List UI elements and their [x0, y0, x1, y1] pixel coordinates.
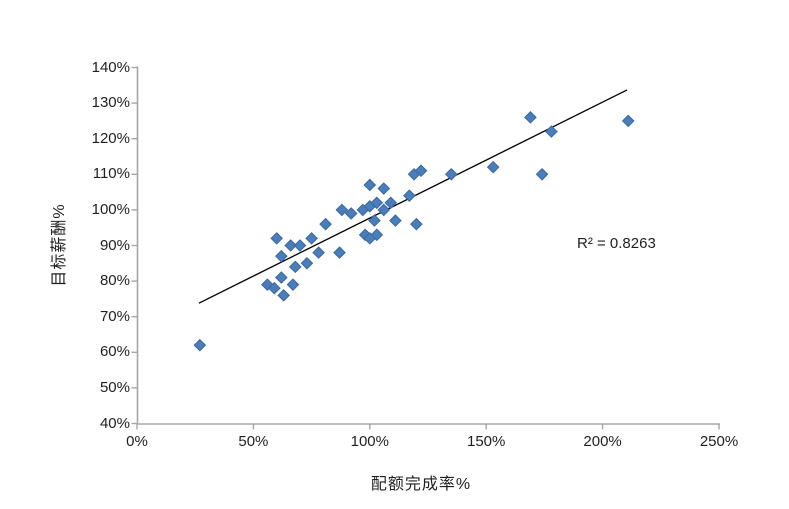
x-tick-label: 50% — [238, 433, 269, 450]
x-tick-label: 200% — [583, 433, 622, 450]
data-point-diamond — [335, 203, 349, 217]
data-point-diamond — [277, 289, 290, 302]
data-point-diamond — [286, 278, 300, 291]
data-point-diamond — [270, 232, 283, 245]
data-point-diamond — [275, 271, 288, 284]
data-point-diamond — [275, 249, 288, 263]
data-point-diamond — [268, 281, 281, 295]
y-tick-label: 130% — [91, 94, 130, 112]
x-tick-label: 250% — [699, 433, 739, 450]
data-point-diamond — [319, 217, 332, 231]
data-point-diamond — [370, 228, 384, 242]
x-tick-label: 100% — [350, 433, 389, 450]
x-tick-label: 0% — [126, 433, 148, 450]
data-point-diamond — [621, 114, 635, 128]
y-tick-label: 40% — [99, 414, 130, 432]
data-point-diamond — [293, 239, 307, 252]
r-squared-annotation: R² = 0.8263 — [577, 235, 656, 252]
data-point-diamond — [444, 167, 458, 181]
data-point-diamond — [410, 217, 423, 231]
y-tick-label: 110% — [92, 165, 130, 183]
data-point-diamond — [288, 260, 302, 274]
y-tick-label: 80% — [99, 272, 130, 290]
y-tick-label: 140% — [91, 58, 130, 76]
data-point-diamond — [414, 164, 428, 178]
y-axis-title: 目标薪酬% — [51, 203, 68, 287]
y-tick-label: 90% — [99, 236, 130, 254]
data-point-diamond — [312, 246, 325, 259]
data-point-diamond — [305, 232, 318, 245]
data-point-diamond — [545, 125, 558, 138]
data-point-diamond — [284, 239, 297, 252]
y-tick-label: 120% — [91, 129, 130, 147]
x-tick-label: 150% — [467, 433, 506, 450]
y-tick-label: 50% — [99, 378, 130, 396]
data-point-diamond — [389, 214, 402, 227]
data-point-diamond — [403, 189, 416, 202]
data-point-diamond — [377, 203, 391, 217]
data-point-diamond — [333, 246, 346, 259]
y-tick-label: 70% — [99, 307, 130, 325]
data-point-diamond — [370, 196, 384, 210]
data-point-diamond — [384, 196, 398, 210]
data-point-diamond — [193, 338, 207, 352]
data-point-diamond — [377, 182, 391, 195]
data-point-diamond — [524, 111, 537, 124]
data-point-diamond — [344, 207, 358, 220]
x-axis-title: 配额完成率% — [370, 476, 472, 493]
data-point-diamond — [368, 214, 381, 227]
y-tick-label: 60% — [99, 343, 130, 361]
y-tick-label: 100% — [91, 200, 130, 218]
data-point-diamond — [535, 167, 549, 181]
data-point-diamond — [486, 160, 500, 174]
data-point-diamond — [363, 178, 377, 192]
data-point-diamond — [300, 256, 314, 270]
